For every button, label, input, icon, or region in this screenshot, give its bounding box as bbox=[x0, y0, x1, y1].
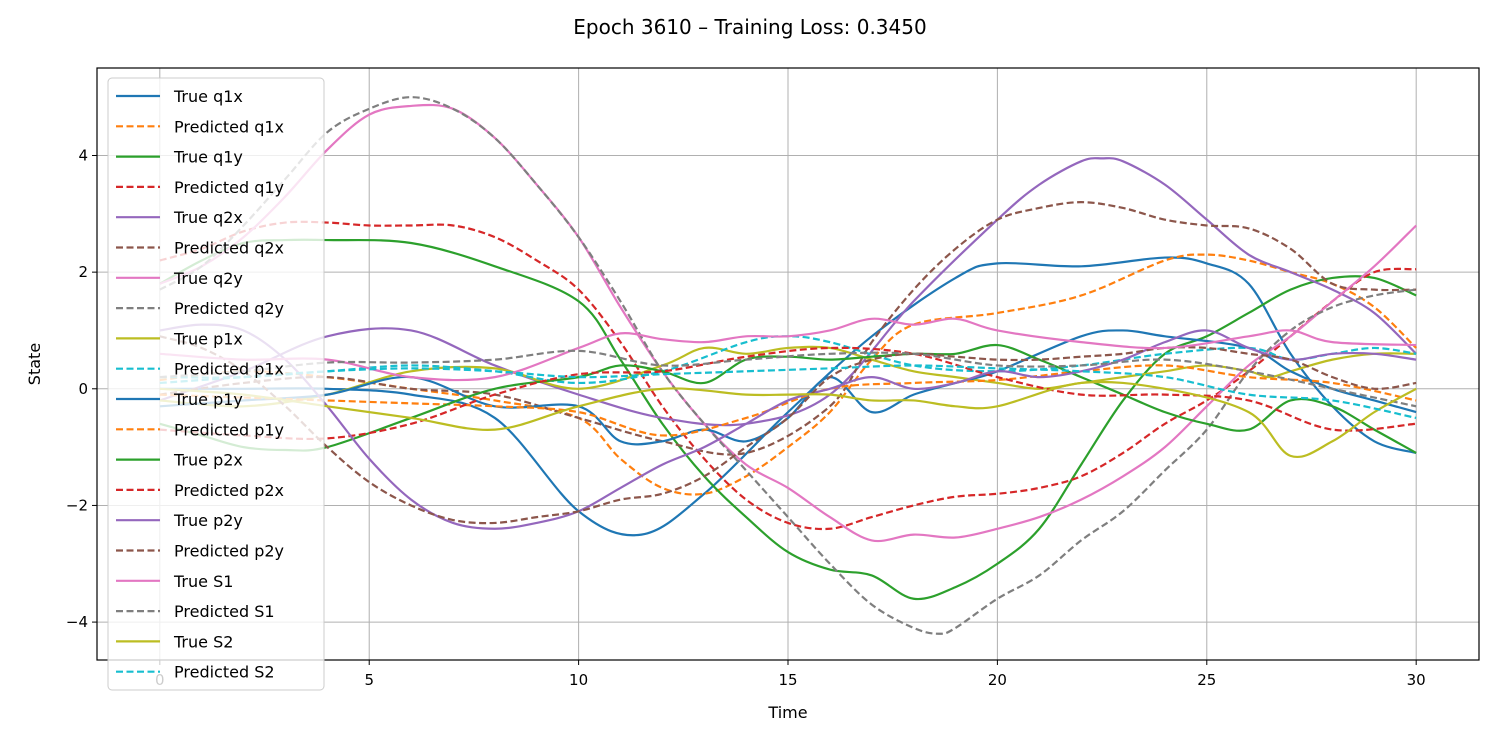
x-tick-label: 30 bbox=[1407, 671, 1426, 689]
series-line-predicted-q1x bbox=[159, 253, 1417, 496]
series-line-predicted-q2y bbox=[159, 96, 1417, 635]
legend-label: Predicted q2x bbox=[174, 239, 284, 258]
series-layer bbox=[159, 96, 1417, 635]
series-line-true-q1x bbox=[159, 256, 1417, 537]
legend-label: True p2x bbox=[173, 451, 243, 470]
x-tick-label: 10 bbox=[569, 671, 588, 689]
legend-label: True S1 bbox=[173, 572, 233, 591]
series-line-predicted-q1y bbox=[159, 220, 1417, 531]
y-tick-label: −2 bbox=[66, 496, 88, 514]
legend-label: True S2 bbox=[173, 632, 233, 651]
legend-label: True q2x bbox=[173, 208, 243, 227]
series-line-true-p1x bbox=[159, 345, 1417, 408]
series-line-predicted-p2x bbox=[159, 346, 1417, 441]
legend-label: Predicted S1 bbox=[174, 602, 275, 621]
legend: True q1x Predicted q1x True q1y Predicted q… bbox=[107, 77, 325, 691]
legend-label: True q1x bbox=[173, 87, 243, 106]
legend-label: Predicted q1y bbox=[174, 178, 284, 197]
x-tick-label: 25 bbox=[1197, 671, 1216, 689]
y-axis: −4 −2 0 2 4 bbox=[66, 146, 97, 631]
legend-label: Predicted q1x bbox=[174, 117, 284, 136]
series-line-true-q2x bbox=[159, 157, 1417, 427]
series-line-predicted-s1 bbox=[159, 349, 1417, 408]
series-line-true-q2y bbox=[159, 103, 1417, 543]
legend-label: True q2y bbox=[173, 269, 243, 288]
legend-label: True p2y bbox=[173, 511, 243, 530]
legend-label: True q1y bbox=[173, 148, 243, 167]
x-axis-label: Time bbox=[767, 703, 807, 722]
series-line-predicted-q2x bbox=[159, 201, 1417, 456]
y-tick-label: 0 bbox=[78, 380, 88, 398]
series-line-true-p2y bbox=[159, 323, 1417, 530]
x-tick-label: 20 bbox=[988, 671, 1007, 689]
chart-title: Epoch 3610 – Training Loss: 0.3450 bbox=[573, 15, 926, 39]
legend-box bbox=[107, 77, 325, 691]
legend-label: Predicted q2y bbox=[174, 299, 284, 318]
x-tick-label: 15 bbox=[778, 671, 797, 689]
series-line-predicted-p1x bbox=[159, 335, 1417, 385]
y-tick-label: 4 bbox=[78, 146, 88, 164]
legend-label: True p1y bbox=[173, 390, 243, 409]
legend-label: Predicted p1x bbox=[174, 360, 284, 379]
y-tick-label: 2 bbox=[78, 263, 88, 281]
y-tick-label: −4 bbox=[66, 613, 88, 631]
legend-label: Predicted S2 bbox=[174, 663, 275, 682]
legend-label: True p1x bbox=[173, 329, 243, 348]
legend-label: Predicted p1y bbox=[174, 420, 284, 439]
y-axis-label: State bbox=[25, 343, 44, 385]
series-line-true-p2x bbox=[159, 343, 1417, 454]
legend-label: Predicted p2x bbox=[174, 481, 284, 500]
x-tick-label: 5 bbox=[364, 671, 374, 689]
series-line-true-q1y bbox=[159, 238, 1417, 601]
legend-label: Predicted p2y bbox=[174, 542, 284, 561]
series-line-true-s2 bbox=[159, 380, 1417, 459]
series-line-true-s1 bbox=[159, 317, 1417, 382]
